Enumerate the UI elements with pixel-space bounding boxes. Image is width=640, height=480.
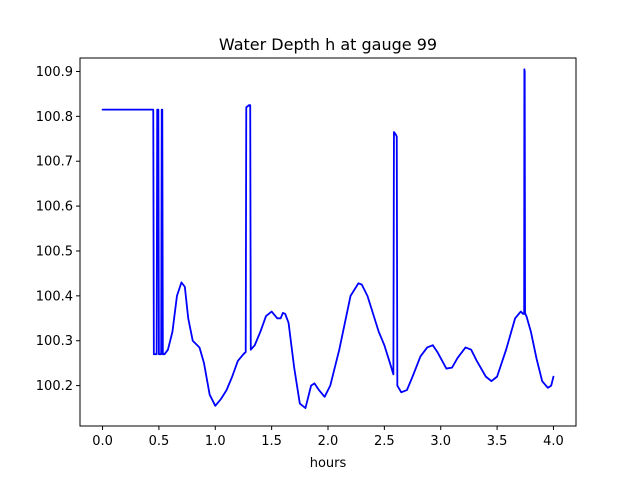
y-tick-label: 100.3 [36, 334, 73, 349]
plot-area [101, 68, 555, 409]
x-tick-label: 2.0 [318, 434, 339, 449]
y-tick-label: 100.8 [36, 110, 73, 125]
y-tick-label: 100.7 [36, 155, 73, 170]
y-tick-label: 100.2 [36, 379, 73, 394]
y-axis-ticks: 100.2 100.3 100.4 100.5 100.6 100.7 100.8 100.9 [36, 65, 80, 394]
x-tick-label: 2.5 [374, 434, 395, 449]
x-tick-label: 3.0 [430, 434, 451, 449]
y-tick-label: 100.6 [36, 200, 73, 215]
series-line [101, 68, 555, 409]
x-tick-label: 3.5 [487, 434, 508, 449]
x-tick-label: 0.0 [92, 434, 113, 449]
x-tick-label: 0.5 [149, 434, 170, 449]
x-tick-label: 1.5 [261, 434, 282, 449]
x-tick-label: 4.0 [543, 434, 564, 449]
y-tick-label: 100.4 [36, 289, 73, 304]
x-axis-label: hours [310, 456, 347, 471]
y-tick-label: 100.9 [36, 65, 73, 80]
y-tick-label: 100.5 [36, 244, 73, 259]
chart-title: Water Depth h at gauge 99 [219, 35, 437, 54]
x-tick-label: 1.0 [205, 434, 226, 449]
axes-frame [79, 57, 577, 427]
x-axis-ticks: 0.0 0.5 1.0 1.5 2.0 2.5 3.0 3.5 4.0 [92, 426, 564, 449]
